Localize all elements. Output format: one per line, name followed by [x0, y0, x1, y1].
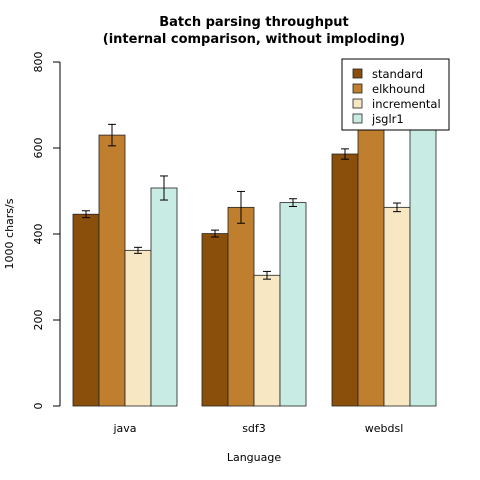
bar-jsglr1-java	[150, 187, 178, 407]
bar-incremental-sdf3	[253, 274, 281, 407]
error-bar-standard-webdsl	[341, 148, 349, 160]
error-bar-incremental-sdf3	[263, 270, 271, 280]
bar-elkhound-java	[98, 134, 126, 407]
error-bar-standard-java	[82, 210, 90, 219]
error-bar-elkhound-sdf3	[237, 190, 245, 224]
bar-elkhound-sdf3	[227, 206, 255, 407]
y-tick-label-800: 800	[32, 52, 45, 73]
legend-swatch-elkhound	[352, 83, 363, 94]
legend-entry-jsglr1: jsglr1	[352, 112, 404, 126]
legend-entry-incremental: incremental	[352, 97, 441, 111]
y-axis-label: 1000 chars/s	[3, 198, 16, 269]
error-bar-standard-sdf3	[211, 229, 219, 238]
chart-title: Batch parsing throughput	[159, 15, 349, 30]
y-tick-label-400: 400	[32, 224, 45, 245]
y-tick-label-600: 600	[32, 138, 45, 159]
x-axis-label: Language	[227, 451, 282, 464]
error-bar-elkhound-java	[108, 123, 116, 147]
x-tick-label-java: java	[112, 422, 136, 435]
error-bar-jsglr1-sdf3	[289, 198, 297, 207]
y-tick-label-0: 0	[32, 403, 45, 410]
y-tick-label-200: 200	[32, 310, 45, 331]
legend-swatch-standard	[352, 68, 363, 79]
bar-standard-webdsl	[331, 153, 359, 407]
bar-jsglr1-webdsl	[409, 99, 437, 407]
x-axis: java sdf3 webdsl	[112, 422, 403, 435]
x-tick-label-webdsl: webdsl	[365, 422, 404, 435]
legend-label-standard: standard	[372, 67, 423, 81]
x-tick-label-sdf3: sdf3	[242, 422, 266, 435]
bar-incremental-webdsl	[383, 206, 411, 407]
error-bar-incremental-java	[134, 246, 142, 254]
legend-entry-elkhound: elkhound	[352, 82, 425, 96]
legend-swatch-incremental	[352, 98, 363, 109]
bar-standard-java	[72, 213, 100, 407]
bar-standard-sdf3	[201, 233, 229, 407]
bar-elkhound-webdsl	[357, 78, 385, 407]
bar-jsglr1-sdf3	[279, 202, 307, 407]
legend-label-incremental: incremental	[372, 97, 441, 111]
legend-entry-standard: standard	[352, 67, 423, 81]
legend-label-elkhound: elkhound	[372, 82, 425, 96]
error-bar-incremental-webdsl	[393, 202, 401, 213]
error-bar-jsglr1-java	[160, 175, 168, 201]
bars-layer	[72, 78, 437, 407]
chart-subtitle: (internal comparison, without imploding)	[103, 32, 405, 47]
y-axis: 0 200 400 600 800	[32, 52, 60, 410]
legend-swatch-jsglr1	[352, 113, 363, 124]
legend-label-jsglr1: jsglr1	[371, 112, 404, 126]
bar-incremental-java	[124, 249, 152, 407]
